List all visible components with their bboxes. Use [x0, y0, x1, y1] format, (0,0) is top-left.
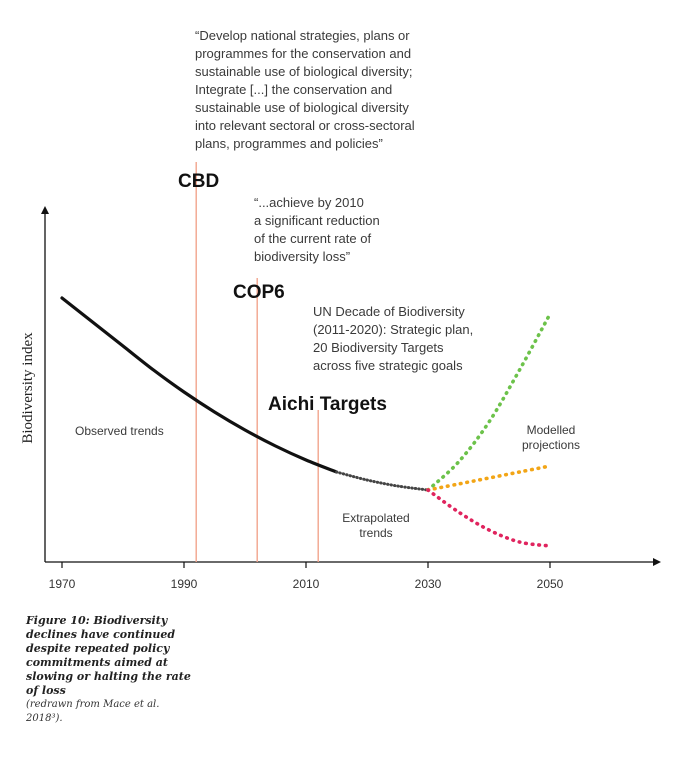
annotation-modelled-2: projections — [522, 438, 580, 452]
quote-2-line: a significant reduction — [254, 213, 380, 228]
series-projection-continued-decline — [426, 488, 552, 548]
quote-3-line: (2011-2020): Strategic plan, — [313, 322, 473, 337]
annotation-modelled: Modelled — [527, 423, 576, 437]
quote-3-line: UN Decade of Biodiversity — [313, 304, 465, 319]
quote-1-line: sustainable use of biological diversity — [195, 100, 409, 115]
y-axis-arrow — [41, 206, 49, 214]
biodiversity-chart: 1970 1990 2010 2030 2050 Biodiversity index CB… — [20, 28, 661, 591]
quote-1-line: Integrate [...] the conservation and — [195, 82, 392, 97]
series-projection-stabilisation — [426, 464, 552, 492]
annotation-observed-trends: Observed trends — [75, 424, 164, 438]
caption-note: (redrawn from Mace et al. 2018³). — [26, 699, 160, 724]
y-axis-label: Biodiversity index — [20, 332, 36, 444]
quote-2-line: of the current rate of — [254, 231, 371, 246]
x-tick-label: 2050 — [537, 577, 564, 591]
event-label-cbd: CBD — [178, 171, 219, 192]
x-tick-label: 2010 — [293, 577, 320, 591]
x-tick-label: 1990 — [171, 577, 198, 591]
quote-2-line: biodiversity loss” — [254, 249, 350, 264]
quote-1-line: plans, programmes and policies” — [195, 136, 383, 151]
event-label-aichi-targets: Aichi Targets — [268, 394, 387, 415]
quote-3-line: 20 Biodiversity Targets — [313, 340, 444, 355]
x-axis-arrow — [653, 558, 661, 566]
event-label-cop6: COP6 — [233, 282, 285, 303]
quote-2-line: “...achieve by 2010 — [254, 195, 364, 210]
series-observed-trends — [60, 296, 339, 474]
quote-1-line: into relevant sectoral or cross-sectoral — [195, 118, 415, 133]
quote-1-line: programmes for the conservation and — [195, 46, 411, 61]
figure-caption: Figure 10: Biodiversity declines have co… — [26, 614, 196, 726]
x-tick-label: 2030 — [415, 577, 442, 591]
annotation-extrapolated: Extrapolated — [342, 511, 409, 525]
series-projection-recovery — [426, 312, 552, 492]
x-tick-label: 1970 — [49, 577, 76, 591]
quote-1-line: “Develop national strategies, plans or — [195, 28, 410, 43]
quote-3-line: across five strategic goals — [313, 358, 463, 373]
quote-1-line: sustainable use of biological diversity; — [195, 64, 413, 79]
annotation-extrapolated-2: trends — [359, 526, 392, 540]
caption-title: Figure 10: Biodiversity declines have co… — [26, 614, 191, 697]
series-extrapolated-trends — [335, 470, 430, 492]
